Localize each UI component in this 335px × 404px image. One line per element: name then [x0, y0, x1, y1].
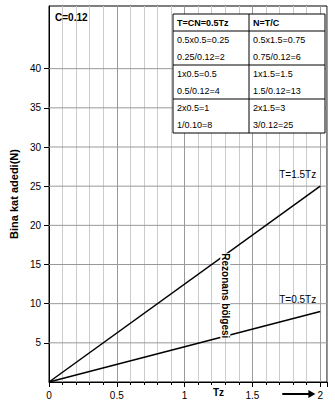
- svg-text:1.5/0.12=13: 1.5/0.12=13: [253, 86, 301, 96]
- svg-text:Rezonans bölgesi: Rezonans bölgesi: [220, 253, 231, 338]
- svg-text:Bina kat adedi(N): Bina kat adedi(N): [8, 149, 20, 239]
- svg-text:1x1.5=1.5: 1x1.5=1.5: [253, 69, 293, 79]
- svg-text:0.25/0.12=2: 0.25/0.12=2: [177, 52, 225, 62]
- svg-text:30: 30: [30, 142, 42, 153]
- svg-text:40: 40: [30, 63, 42, 74]
- svg-text:0.5x1.5=0.75: 0.5x1.5=0.75: [253, 35, 305, 45]
- svg-text:0.5: 0.5: [110, 390, 124, 401]
- svg-text:2: 2: [317, 390, 323, 401]
- svg-text:Tz: Tz: [213, 387, 224, 398]
- svg-text:2x0.5=1: 2x0.5=1: [177, 103, 209, 113]
- svg-text:1: 1: [182, 390, 188, 401]
- svg-text:1.5: 1.5: [245, 390, 259, 401]
- svg-text:25: 25: [30, 181, 42, 192]
- svg-text:T=1.5Tz: T=1.5Tz: [279, 169, 316, 180]
- svg-text:1/0.10=8: 1/0.10=8: [177, 120, 212, 130]
- svg-text:10: 10: [30, 298, 42, 309]
- svg-text:20: 20: [30, 220, 42, 231]
- svg-text:T=0.5Tz: T=0.5Tz: [279, 294, 316, 305]
- svg-text:N=T/C: N=T/C: [253, 18, 280, 28]
- svg-text:0.5/0.12=4: 0.5/0.12=4: [177, 86, 220, 96]
- svg-text:1x0.5=0.5: 1x0.5=0.5: [177, 69, 217, 79]
- svg-text:15: 15: [30, 259, 42, 270]
- svg-text:2x1.5=3: 2x1.5=3: [253, 103, 285, 113]
- svg-text:T=CN=0.5Tz: T=CN=0.5Tz: [177, 18, 229, 28]
- svg-text:0: 0: [46, 390, 52, 401]
- svg-text:5: 5: [35, 337, 41, 348]
- svg-text:0.5x0.5=0.25: 0.5x0.5=0.25: [177, 35, 229, 45]
- svg-text:35: 35: [30, 102, 42, 113]
- svg-text:3/0.12=25: 3/0.12=25: [253, 120, 293, 130]
- svg-text:0.75/0.12=6: 0.75/0.12=6: [253, 52, 301, 62]
- svg-text:C=0.12: C=0.12: [55, 12, 88, 23]
